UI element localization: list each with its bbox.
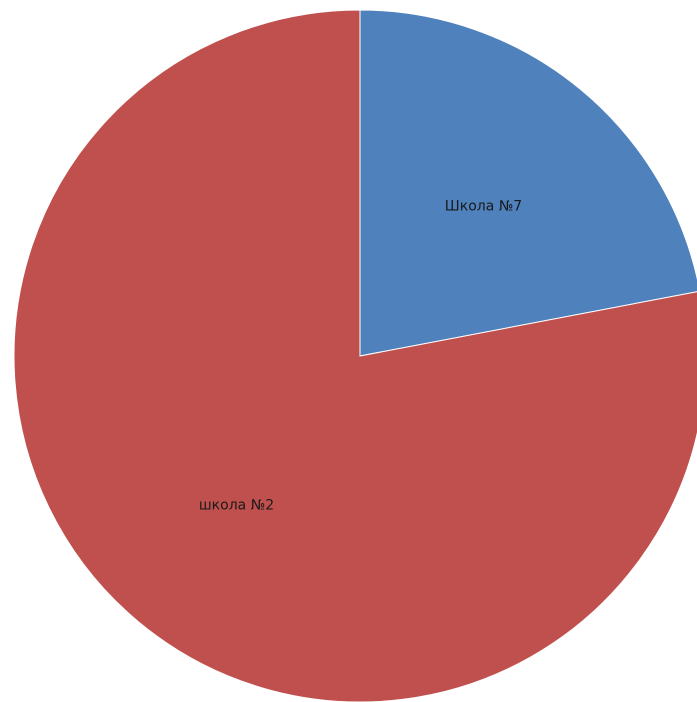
pie-slice-label-1: Школа №7 [445,199,522,215]
pie-slices [13,9,697,702]
pie-slice-1 [359,9,697,357]
pie-slice-label-2: школа №2 [199,497,274,513]
pie-slice-2 [13,9,697,702]
pie-labels: Школа №7 школа №2 [199,199,522,514]
